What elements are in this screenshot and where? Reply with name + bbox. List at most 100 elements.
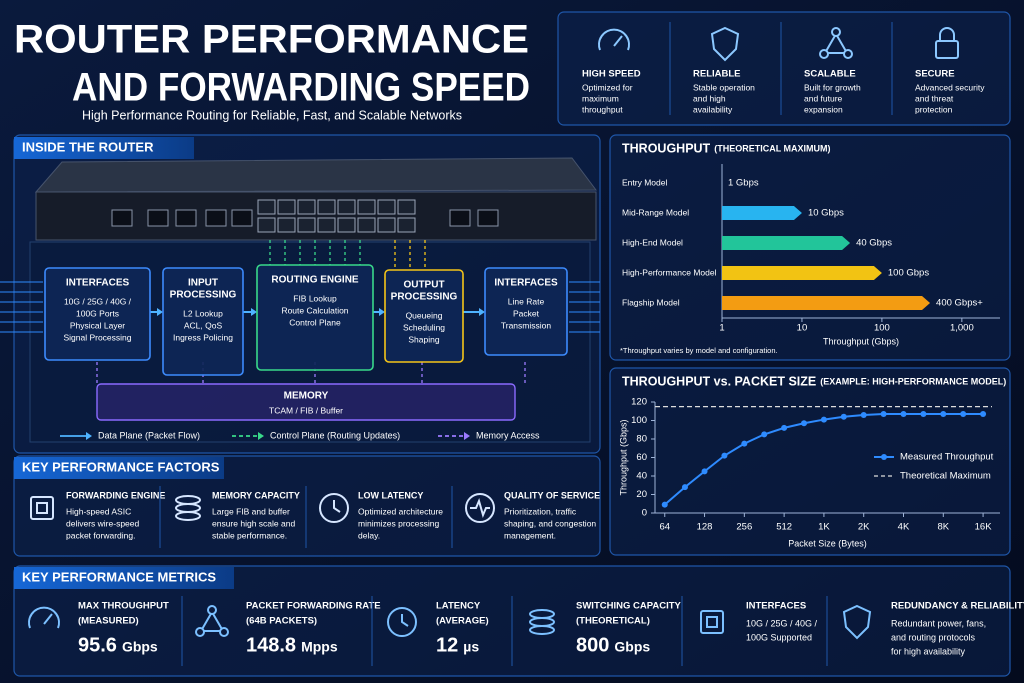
feature-text: expansion	[804, 104, 843, 114]
icon	[706, 616, 718, 628]
data-point	[781, 424, 788, 431]
title: AND FORWARDING SPEED	[72, 66, 530, 110]
chart-subtitle: (THEORETICAL MAXIMUM)	[714, 143, 830, 153]
value-label: 400 Gbps+	[936, 298, 983, 309]
factor-text: delivers wire-speed	[66, 518, 139, 528]
sfp-cage	[317, 217, 336, 233]
sfp-cage	[277, 217, 296, 233]
feature-text: and high	[693, 93, 726, 103]
icon	[199, 610, 225, 632]
icon	[401, 614, 409, 627]
value-label: 100 Gbps	[888, 268, 929, 279]
icon	[613, 35, 623, 47]
router-block	[44, 267, 151, 361]
category-label: High-Performance Model	[622, 267, 717, 277]
factor-text: High-speed ASIC	[66, 506, 131, 516]
factor-title: LOW LATENCY	[358, 490, 423, 500]
block-title: PROCESSING	[170, 290, 237, 301]
subtitle: High Performance Routing for Reliable, F…	[82, 108, 462, 122]
feature-text: protection	[915, 104, 953, 114]
port	[147, 209, 169, 227]
section-title: KEY PERFORMANCE METRICS	[22, 569, 216, 584]
block-title: PROCESSING	[391, 292, 458, 303]
icon	[939, 27, 955, 41]
port	[449, 209, 471, 227]
icon	[470, 498, 490, 518]
block-title: INTERFACES	[66, 278, 130, 289]
data-point	[860, 411, 867, 418]
block-text: L2 Lookup	[183, 308, 223, 318]
router-block	[256, 264, 374, 371]
sfp-cage	[317, 199, 336, 215]
feature-text: Built for growth	[804, 82, 861, 92]
feature-text: Stable operation	[693, 82, 755, 92]
y-tick-label: 20	[636, 489, 647, 500]
feature-text: Optimized for	[582, 82, 633, 92]
x-tick-label: 10	[797, 323, 808, 334]
metric-text: for high availability	[891, 646, 966, 656]
sfp-cage	[297, 217, 316, 233]
bar	[722, 236, 851, 250]
icon	[710, 26, 740, 62]
chassis-top	[34, 157, 597, 193]
metric-text: 100G Supported	[746, 632, 812, 642]
x-axis-title: Packet Size (Bytes)	[788, 538, 867, 548]
data-point	[661, 501, 668, 508]
factor-text: Prioritization, traffic	[504, 506, 577, 516]
chart-title: THROUGHPUT	[622, 141, 711, 155]
port	[205, 209, 227, 227]
legend-arrow	[86, 432, 92, 440]
block-text: Scheduling	[403, 322, 445, 332]
icon	[30, 496, 54, 520]
x-tick-label: 64	[659, 522, 670, 533]
metric-label: SWITCHING CAPACITY	[576, 601, 682, 612]
memory-text: TCAM / FIB / Buffer	[269, 405, 343, 415]
metric-sub: (64B PACKETS)	[246, 616, 317, 627]
icon	[319, 493, 349, 523]
x-tick-label: 128	[697, 522, 713, 533]
chart-title: THROUGHPUT vs. PACKET SIZE	[622, 374, 816, 388]
router-block	[384, 269, 464, 363]
feature-text: and future	[804, 93, 843, 103]
feature-text: throughput	[582, 104, 623, 114]
metric-label: INTERFACES	[746, 601, 806, 612]
icon	[935, 40, 959, 59]
block-text: Line Rate	[508, 296, 545, 306]
bar	[722, 296, 931, 310]
icon	[831, 27, 841, 37]
metric-sub: (MEASURED)	[78, 616, 139, 627]
data-point	[880, 411, 887, 418]
x-tick-label: 1,000	[950, 323, 974, 334]
router-block	[484, 267, 568, 356]
icon	[843, 49, 853, 59]
metric-unit: Mpps	[301, 639, 338, 655]
sfp-cage	[277, 199, 296, 215]
icon	[529, 625, 555, 635]
legend-arrow	[258, 432, 264, 440]
legend-label: Data Plane (Packet Flow)	[98, 430, 200, 440]
icon	[28, 606, 60, 629]
port	[231, 209, 253, 227]
legend-label: Memory Access	[476, 430, 540, 440]
metric-unit: Gbps	[614, 639, 650, 655]
feature-panel	[557, 11, 1011, 126]
feature-title: RELIABLE	[693, 69, 741, 80]
x-tick-label: 8K	[937, 522, 949, 533]
block-text: Transmission	[501, 320, 551, 330]
icon	[333, 500, 341, 513]
legend-label: Measured Throughput	[900, 452, 994, 463]
memory-block	[96, 383, 516, 421]
section-tab	[14, 137, 194, 159]
metric-sub: (AVERAGE)	[436, 616, 489, 627]
feature-title: SECURE	[915, 69, 955, 80]
y-axis-title: Throughput (Gbps)	[618, 419, 628, 495]
arrow-head	[251, 308, 257, 316]
feature-title: SCALABLE	[804, 69, 856, 80]
sfp-cage	[297, 199, 316, 215]
feature-title: HIGH SPEED	[582, 69, 641, 80]
x-tick-label: 2K	[858, 522, 870, 533]
bar	[722, 206, 802, 220]
icon	[465, 493, 495, 523]
value-label: 40 Gbps	[856, 238, 892, 249]
